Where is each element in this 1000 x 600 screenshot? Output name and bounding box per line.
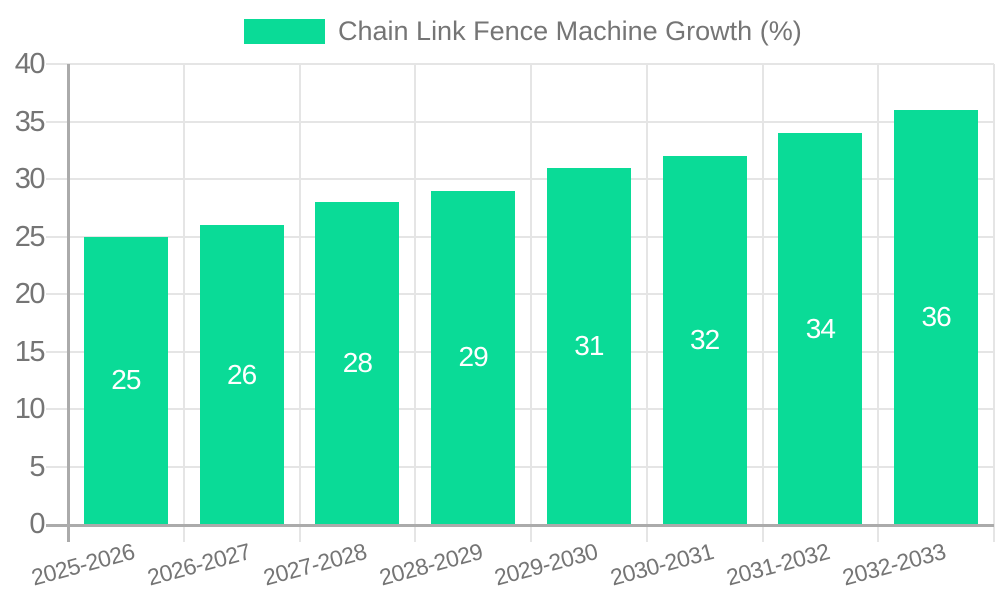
x-gridline (530, 64, 532, 542)
y-gridline (46, 350, 994, 353)
legend-label: Chain Link Fence Machine Growth (%) (338, 16, 802, 46)
x-tick-label: 2028-2029 (376, 538, 485, 591)
y-tick-label: 30 (14, 163, 46, 195)
bar: 36 (894, 110, 979, 524)
x-gridline (761, 64, 764, 542)
bar: 34 (778, 133, 863, 524)
y-gridline (46, 63, 994, 65)
x-axis-line (46, 524, 994, 527)
bar-value-label: 36 (921, 301, 952, 332)
x-tick-label: 2027-2028 (260, 538, 370, 591)
x-gridline (877, 64, 880, 542)
y-tick-label: 15 (14, 335, 46, 368)
y-gridline (46, 178, 994, 180)
y-tick-label: 25 (14, 220, 46, 253)
y-tick-label: 20 (14, 278, 46, 310)
bar-value-label: 29 (458, 341, 489, 373)
x-tick-label: 2026-2027 (144, 538, 254, 591)
bar-value-label: 25 (111, 364, 141, 396)
bar-value-label: 26 (227, 358, 257, 390)
bar: 26 (199, 225, 284, 524)
x-tick-label: 2029-2030 (491, 538, 601, 591)
y-tick-label: 10 (14, 393, 46, 425)
x-tick-label: 2030-2031 (607, 538, 717, 591)
y-gridline (46, 235, 994, 238)
y-tick-label: 40 (14, 48, 46, 80)
bar: 31 (546, 167, 631, 524)
bar: 25 (83, 236, 168, 524)
bar: 29 (431, 190, 516, 524)
x-gridline (414, 64, 417, 542)
y-gridline (46, 465, 994, 468)
y-axis-line (67, 64, 70, 542)
x-gridline (993, 64, 995, 542)
x-gridline (645, 64, 648, 542)
x-gridline (298, 64, 301, 542)
y-gridline (46, 120, 994, 123)
x-tick-label: 2031-2032 (723, 538, 833, 591)
y-gridline (46, 293, 994, 295)
x-tick-label: 2032-2033 (839, 538, 948, 591)
bar-value-label: 32 (690, 324, 720, 355)
y-tick-label: 35 (14, 105, 46, 138)
bar: 32 (662, 156, 747, 524)
legend: Chain Link Fence Machine Growth (%) (244, 16, 802, 47)
y-gridline (46, 408, 994, 410)
bar-value-label: 34 (805, 312, 836, 344)
legend-color-swatch (244, 19, 325, 44)
y-tick-label: 5 (29, 450, 45, 483)
bar-value-label: 28 (342, 347, 373, 378)
x-gridline (182, 64, 185, 542)
bar-value-label: 31 (574, 329, 604, 361)
bar: 28 (315, 202, 400, 524)
y-tick-label: 0 (29, 508, 45, 540)
x-tick-label: 2025-2026 (28, 538, 138, 591)
